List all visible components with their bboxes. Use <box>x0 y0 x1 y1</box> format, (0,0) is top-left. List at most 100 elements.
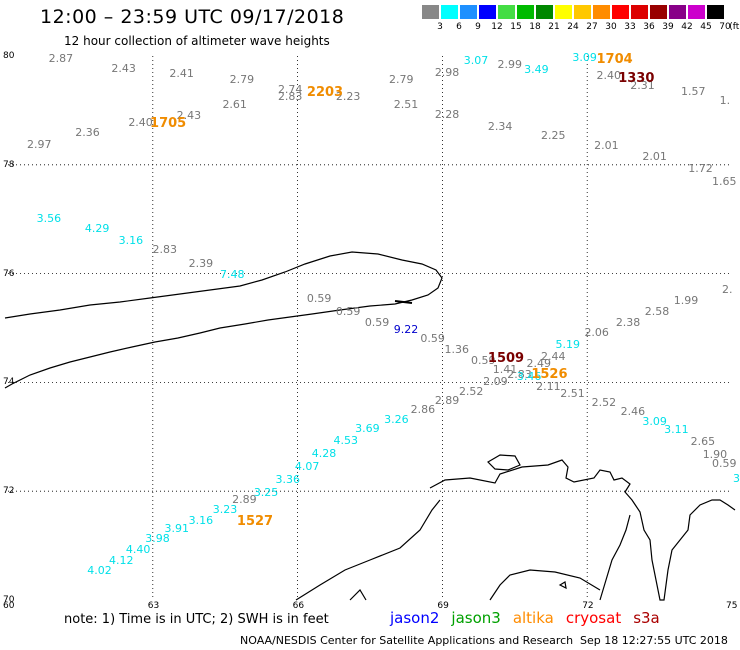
pass-time-label: 1509 <box>487 350 525 366</box>
island-bely <box>487 454 521 471</box>
wave-height-value: 2.25 <box>541 128 566 142</box>
wave-height-value: 9.22 <box>393 322 419 336</box>
map-title: 12:00 – 23:59 UTC 09/17/2018 <box>40 6 345 28</box>
pass-time-label: 1330 <box>618 70 655 86</box>
color-swatch-label: 21 <box>548 22 560 32</box>
wave-height-value: 3.09 <box>642 414 667 428</box>
pass-time-label: 1526 <box>531 367 568 383</box>
wave-height-value: 3 <box>733 471 740 485</box>
wave-height-value: 2.83 <box>277 89 303 103</box>
wave-height-value: 1.72 <box>688 162 713 176</box>
wave-height-value: 2.51 <box>560 387 585 401</box>
wave-height-value: 0.59 <box>306 292 332 306</box>
wave-height-value: 0.59 <box>335 304 361 318</box>
wave-height-value: 3.11 <box>664 422 689 436</box>
coastline-yamal <box>429 459 736 601</box>
wave-height-value: 4.02 <box>87 564 112 578</box>
wave-height-value: 2.74 <box>277 83 303 97</box>
wave-height-value: 1.90 <box>702 447 728 461</box>
color-swatch <box>688 5 705 19</box>
color-swatch <box>574 5 591 19</box>
wave-height-value: 3.26 <box>384 413 409 427</box>
wave-height-value: 7.48 <box>220 267 245 281</box>
wave-height-value: 2.43 <box>111 61 136 75</box>
color-swatch <box>479 5 496 19</box>
wave-height-value: 2.61 <box>222 97 247 111</box>
satellite-legend-item: altika <box>512 609 554 627</box>
color-swatch <box>536 5 553 19</box>
color-swatch <box>498 5 515 19</box>
wave-height-value: 2.98 <box>434 66 460 80</box>
credit-line: NOAA/NESDIS Center for Satellite Applica… <box>240 634 574 647</box>
latitude-label: 70 <box>3 595 15 605</box>
wave-height-value: 2.01 <box>642 149 667 163</box>
wave-height-value: 2.40 <box>128 115 153 129</box>
wave-height-value: 2.43 <box>176 108 202 122</box>
wave-height-value: 4.40 <box>125 542 151 556</box>
island-small-1 <box>558 581 567 590</box>
wave-height-value: 2. <box>722 282 733 296</box>
wave-height-value: 1. <box>719 93 731 107</box>
wave-height-value: 2.41 <box>169 66 194 80</box>
wave-height-value: 1.41 <box>492 362 518 376</box>
wave-height-value: 2.97 <box>26 137 52 151</box>
latitude-label: 78 <box>3 159 15 170</box>
wave-height-value: 4.29 <box>84 221 110 235</box>
wave-height-value: 1.57 <box>680 85 706 99</box>
longitude-label: 75 <box>726 601 738 611</box>
wave-height-value: 2.11 <box>536 379 561 393</box>
color-swatch-label: 3 <box>437 22 443 32</box>
wave-height-value: 4.12 <box>109 553 134 567</box>
longitude-label: 69 <box>437 601 449 611</box>
wave-height-value: 3.36 <box>275 473 301 487</box>
graticule-grid <box>8 56 732 600</box>
color-swatch <box>593 5 610 19</box>
wave-height-value: 2.40 <box>596 69 622 83</box>
color-swatch-label: 24 <box>567 22 579 32</box>
wave-height-value: 2.86 <box>410 402 436 416</box>
longitude-label: 66 <box>292 601 305 611</box>
longitude-label: 60 <box>3 601 15 611</box>
wave-height-value: 2.83 <box>507 368 532 382</box>
wave-height-value: 4.28 <box>311 447 337 461</box>
generated-timestamp: Sep 18 12:27:55 UTC 2018 <box>580 634 728 647</box>
color-swatch-label: 30 <box>605 22 617 32</box>
map-subtitle: 12 hour collection of altimeter wave hei… <box>64 34 330 48</box>
wave-height-value: 2.79 <box>229 72 255 86</box>
wave-height-value: 2.99 <box>497 58 523 72</box>
wave-height-value: 2.87 <box>48 51 74 65</box>
color-swatch-label: 15 <box>510 22 522 32</box>
color-swatch <box>460 5 477 19</box>
latitude-label: 80 <box>3 51 15 61</box>
wave-height-value: 0.59 <box>420 331 445 345</box>
wave-height-value: 2.89 <box>434 394 460 408</box>
coastline-strait <box>394 300 413 304</box>
color-swatch <box>422 5 439 19</box>
wave-height-value: 4.53 <box>333 433 358 447</box>
wave-height-value: 2.58 <box>644 304 670 318</box>
latitude-label: 72 <box>3 486 15 497</box>
color-swatch <box>555 5 572 19</box>
coastline-ob-gulf <box>599 514 631 601</box>
color-swatch-label: 39 <box>662 22 674 32</box>
wave-height-value: 3.69 <box>355 421 380 435</box>
coastline <box>4 251 736 601</box>
longitude-label: 63 <box>147 601 160 611</box>
color-swatch-label: 9 <box>475 22 481 32</box>
color-swatch-label: 33 <box>624 22 636 32</box>
color-swatch <box>441 5 458 19</box>
latitude-label: 76 <box>3 268 15 279</box>
wave-height-value: 1.36 <box>444 342 469 356</box>
coastline-taz <box>489 569 601 601</box>
wave-height-value: 4.07 <box>294 459 320 473</box>
wave-height-value: 3.56 <box>36 212 62 226</box>
wave-height-value: 2.06 <box>584 326 609 340</box>
pass-time-label: 1705 <box>150 115 187 131</box>
color-swatch-label: 42 <box>681 22 693 32</box>
color-swatch <box>517 5 534 19</box>
wave-height-value: 3.91 <box>164 522 190 536</box>
pass-time-label: 2203 <box>306 85 344 101</box>
wave-height-value: 1.99 <box>673 293 699 307</box>
color-scale-unit: (ft) <box>729 22 740 32</box>
